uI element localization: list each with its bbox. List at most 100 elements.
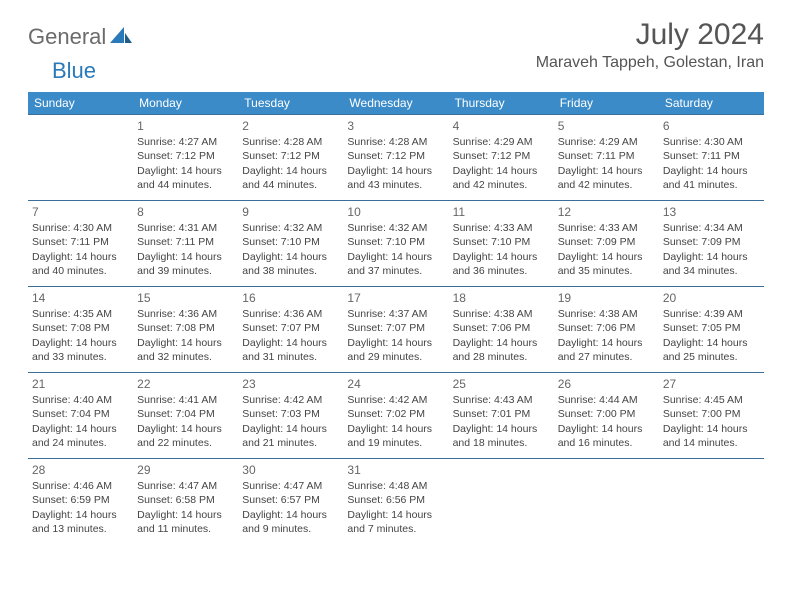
day-info-line: Sunrise: 4:43 AM — [453, 393, 550, 407]
day-info-line: and 35 minutes. — [558, 264, 655, 278]
day-info-line: Sunset: 7:07 PM — [347, 321, 444, 335]
day-info-line: Sunrise: 4:48 AM — [347, 479, 444, 493]
calendar-day-cell: 29Sunrise: 4:47 AMSunset: 6:58 PMDayligh… — [133, 459, 238, 545]
day-info-line: and 19 minutes. — [347, 436, 444, 450]
day-info-line: Sunset: 7:06 PM — [453, 321, 550, 335]
day-info-line: Sunrise: 4:28 AM — [242, 135, 339, 149]
day-info-line: Sunrise: 4:30 AM — [32, 221, 129, 235]
calendar-day-cell: 7Sunrise: 4:30 AMSunset: 7:11 PMDaylight… — [28, 201, 133, 287]
day-number: 14 — [32, 290, 129, 306]
day-info-line: Sunset: 7:10 PM — [453, 235, 550, 249]
day-info-line: Sunrise: 4:42 AM — [242, 393, 339, 407]
day-info-line: and 39 minutes. — [137, 264, 234, 278]
day-info-line: and 28 minutes. — [453, 350, 550, 364]
day-info-line: Sunrise: 4:46 AM — [32, 479, 129, 493]
day-number: 2 — [242, 118, 339, 134]
day-number: 25 — [453, 376, 550, 392]
day-info-line: Sunset: 7:12 PM — [242, 149, 339, 163]
day-number: 16 — [242, 290, 339, 306]
calendar-day-cell — [659, 459, 764, 545]
day-info-line: Sunrise: 4:45 AM — [663, 393, 760, 407]
day-number: 18 — [453, 290, 550, 306]
day-info-line: and 38 minutes. — [242, 264, 339, 278]
calendar-day-cell: 31Sunrise: 4:48 AMSunset: 6:56 PMDayligh… — [343, 459, 448, 545]
day-info-line: Daylight: 14 hours — [137, 164, 234, 178]
day-info-line: Sunrise: 4:28 AM — [347, 135, 444, 149]
calendar-day-cell: 28Sunrise: 4:46 AMSunset: 6:59 PMDayligh… — [28, 459, 133, 545]
day-info-line: Sunrise: 4:34 AM — [663, 221, 760, 235]
calendar-day-cell: 27Sunrise: 4:45 AMSunset: 7:00 PMDayligh… — [659, 373, 764, 459]
title-block: July 2024 Maraveh Tappeh, Golestan, Iran — [536, 18, 764, 72]
month-title: July 2024 — [536, 18, 764, 52]
calendar-day-cell — [28, 115, 133, 201]
day-info-line: Sunrise: 4:47 AM — [137, 479, 234, 493]
day-info-line: Sunrise: 4:42 AM — [347, 393, 444, 407]
day-info-line: Daylight: 14 hours — [32, 508, 129, 522]
day-info-line: Daylight: 14 hours — [347, 164, 444, 178]
day-info-line: Daylight: 14 hours — [32, 250, 129, 264]
calendar-day-cell: 14Sunrise: 4:35 AMSunset: 7:08 PMDayligh… — [28, 287, 133, 373]
calendar-day-cell: 23Sunrise: 4:42 AMSunset: 7:03 PMDayligh… — [238, 373, 343, 459]
day-info-line: and 7 minutes. — [347, 522, 444, 536]
day-info-line: and 16 minutes. — [558, 436, 655, 450]
day-number: 6 — [663, 118, 760, 134]
day-info-line: Daylight: 14 hours — [453, 250, 550, 264]
calendar-week-row: 14Sunrise: 4:35 AMSunset: 7:08 PMDayligh… — [28, 287, 764, 373]
day-info-line: Sunset: 7:07 PM — [242, 321, 339, 335]
day-info-line: Sunset: 6:57 PM — [242, 493, 339, 507]
day-info-line: Daylight: 14 hours — [453, 422, 550, 436]
day-info-line: Daylight: 14 hours — [137, 250, 234, 264]
day-info-line: Sunset: 7:12 PM — [137, 149, 234, 163]
day-info-line: Sunrise: 4:35 AM — [32, 307, 129, 321]
day-info-line: Sunset: 7:09 PM — [663, 235, 760, 249]
day-info-line: Sunset: 7:03 PM — [242, 407, 339, 421]
calendar-week-row: 28Sunrise: 4:46 AMSunset: 6:59 PMDayligh… — [28, 459, 764, 545]
day-number: 12 — [558, 204, 655, 220]
calendar-day-cell: 30Sunrise: 4:47 AMSunset: 6:57 PMDayligh… — [238, 459, 343, 545]
day-number: 22 — [137, 376, 234, 392]
calendar-day-cell: 10Sunrise: 4:32 AMSunset: 7:10 PMDayligh… — [343, 201, 448, 287]
logo-text-blue: Blue — [52, 58, 96, 84]
day-info-line: and 42 minutes. — [453, 178, 550, 192]
day-info-line: Sunset: 7:04 PM — [137, 407, 234, 421]
day-info-line: and 11 minutes. — [137, 522, 234, 536]
calendar-week-row: 1Sunrise: 4:27 AMSunset: 7:12 PMDaylight… — [28, 115, 764, 201]
day-info-line: and 36 minutes. — [453, 264, 550, 278]
calendar-page: General July 2024 Maraveh Tappeh, Golest… — [0, 0, 792, 563]
day-info-line: Daylight: 14 hours — [663, 422, 760, 436]
day-info-line: Sunset: 7:10 PM — [347, 235, 444, 249]
day-number: 4 — [453, 118, 550, 134]
weekday-header: Monday — [133, 92, 238, 115]
day-info-line: Sunrise: 4:47 AM — [242, 479, 339, 493]
day-info-line: Daylight: 14 hours — [347, 508, 444, 522]
day-info-line: and 29 minutes. — [347, 350, 444, 364]
day-info-line: and 25 minutes. — [663, 350, 760, 364]
day-info-line: Sunset: 7:12 PM — [453, 149, 550, 163]
day-info-line: Daylight: 14 hours — [347, 250, 444, 264]
day-info-line: Sunset: 7:02 PM — [347, 407, 444, 421]
day-number: 27 — [663, 376, 760, 392]
calendar-day-cell: 11Sunrise: 4:33 AMSunset: 7:10 PMDayligh… — [449, 201, 554, 287]
calendar-day-cell: 24Sunrise: 4:42 AMSunset: 7:02 PMDayligh… — [343, 373, 448, 459]
day-number: 11 — [453, 204, 550, 220]
calendar-day-cell — [449, 459, 554, 545]
day-number: 9 — [242, 204, 339, 220]
day-info-line: Sunrise: 4:38 AM — [453, 307, 550, 321]
day-info-line: Daylight: 14 hours — [32, 336, 129, 350]
day-info-line: Daylight: 14 hours — [453, 164, 550, 178]
day-info-line: Daylight: 14 hours — [558, 336, 655, 350]
day-info-line: Sunrise: 4:44 AM — [558, 393, 655, 407]
day-info-line: and 21 minutes. — [242, 436, 339, 450]
calendar-day-cell: 2Sunrise: 4:28 AMSunset: 7:12 PMDaylight… — [238, 115, 343, 201]
location-label: Maraveh Tappeh, Golestan, Iran — [536, 54, 764, 72]
calendar-day-cell — [554, 459, 659, 545]
calendar-day-cell: 8Sunrise: 4:31 AMSunset: 7:11 PMDaylight… — [133, 201, 238, 287]
calendar-header-row: SundayMondayTuesdayWednesdayThursdayFrid… — [28, 92, 764, 115]
calendar-day-cell: 21Sunrise: 4:40 AMSunset: 7:04 PMDayligh… — [28, 373, 133, 459]
day-info-line: Daylight: 14 hours — [137, 336, 234, 350]
calendar-day-cell: 6Sunrise: 4:30 AMSunset: 7:11 PMDaylight… — [659, 115, 764, 201]
day-info-line: Sunset: 7:11 PM — [558, 149, 655, 163]
calendar-week-row: 7Sunrise: 4:30 AMSunset: 7:11 PMDaylight… — [28, 201, 764, 287]
day-info-line: and 41 minutes. — [663, 178, 760, 192]
day-number: 17 — [347, 290, 444, 306]
